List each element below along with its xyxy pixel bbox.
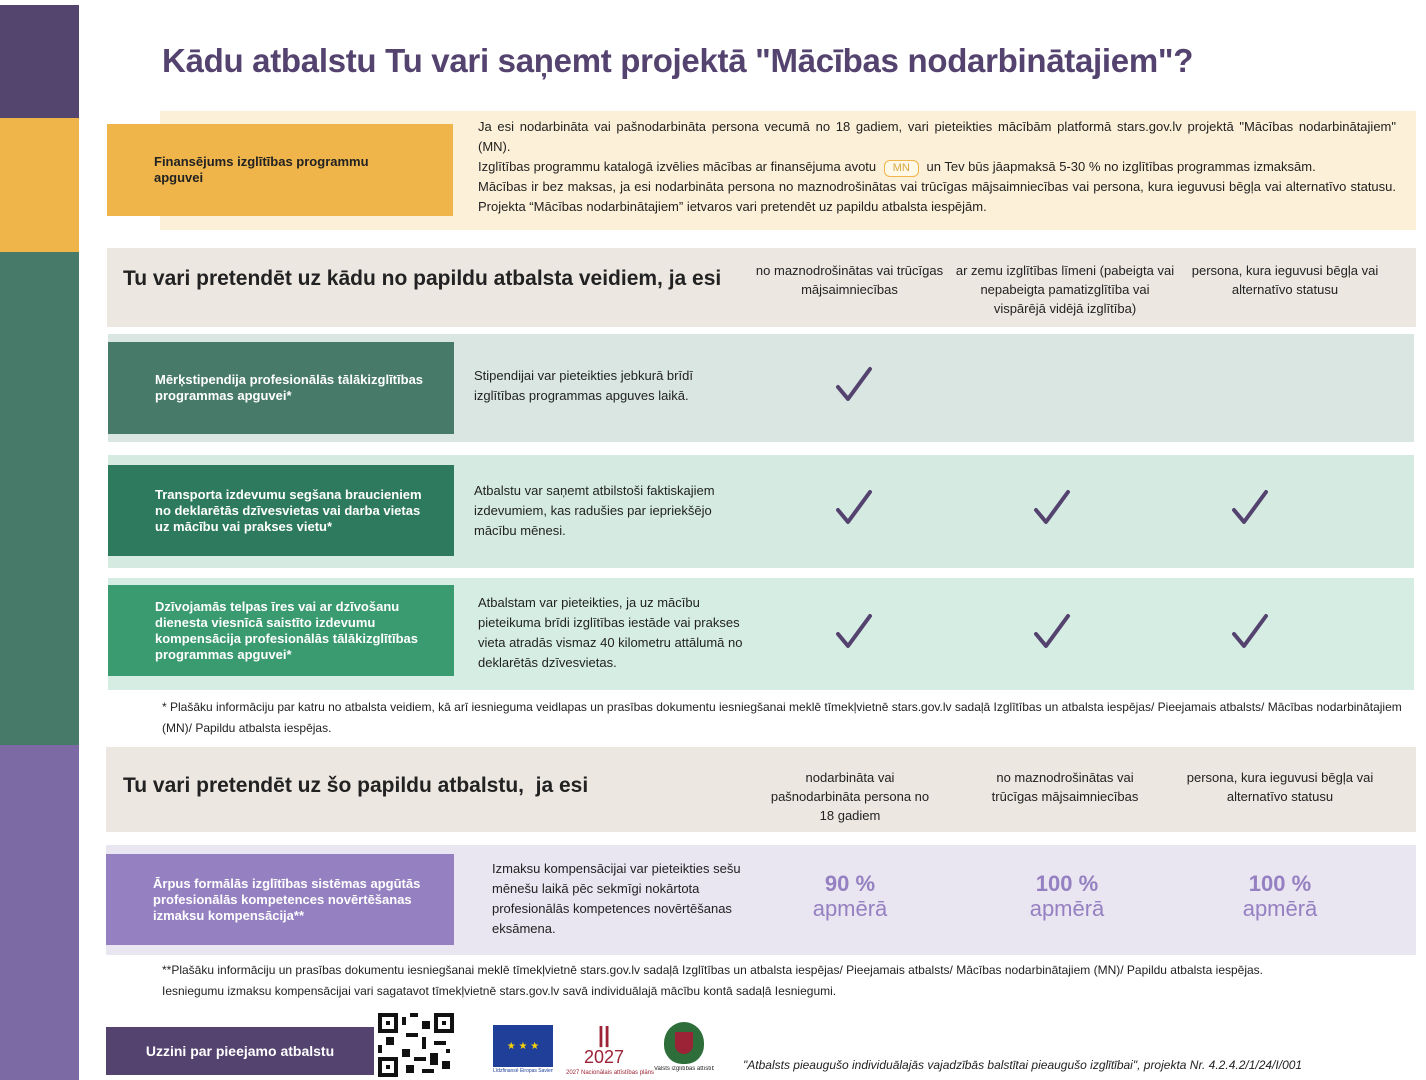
financing-label-text: Finansējums izglītības programmu apguvei: [154, 154, 369, 185]
page-title: Kādu atbalstu Tu vari saņemt projektā "M…: [162, 42, 1194, 79]
stripe-yellow: [0, 118, 79, 252]
section1-header: [107, 248, 1416, 327]
check-icon: [1232, 614, 1268, 648]
section1-heading: Tu vari pretendēt uz kādu no papildu atb…: [123, 267, 722, 290]
check-icon: [1034, 614, 1070, 648]
row4-label-text: Ārpus formālās izglītības sistēmas apgūt…: [153, 875, 421, 923]
value-1-unit: apmērā: [812, 896, 888, 921]
learn-more-label: Uzzini par pieejamo atbalstu: [145, 1043, 335, 1059]
row1-label-text: Mērķstipendija profesionālās tālākizglīt…: [155, 372, 424, 403]
stripe-green: [0, 252, 79, 745]
row2-label: Transporta izdevumu segšana braucieniem …: [108, 465, 454, 556]
eu-logo: ★ ★ ★: [493, 1025, 553, 1067]
check-icon: [1034, 490, 1070, 524]
section2-footnote1: **Plašāku informāciju un prasības dokume…: [162, 963, 1264, 977]
check-icon: [1232, 490, 1268, 524]
financing-text: Ja esi nodarbināta vai pašnodarbināta pe…: [478, 117, 1396, 217]
row1-desc: Stipendijai var pieteikties jebkurā brīd…: [474, 368, 693, 403]
section2-header: [106, 747, 1416, 832]
latvia-coat-of-arms-icon: [664, 1022, 704, 1064]
learn-more-button[interactable]: Uzzini par pieejamo atbalstu: [106, 1027, 374, 1075]
row2-label-text: Transporta izdevumu segšana braucieniem …: [155, 486, 422, 534]
value-3-pct: 100 %: [1248, 871, 1312, 896]
section1-col-2: ar zemu izglītības līmeni (pabeigta vai …: [955, 263, 1175, 316]
financing-line2: Izglītības programmu katalogā izvēlies m…: [478, 157, 1396, 177]
value-1: 90 % apmērā: [760, 871, 940, 921]
check-icon: [836, 490, 872, 524]
financing-line1: Ja esi nodarbināta vai pašnodarbināta pe…: [478, 119, 1396, 154]
check-icon: [836, 614, 872, 648]
row4-desc: Izmaksu kompensācijai var pieteikties se…: [492, 861, 741, 936]
row4-label: Ārpus formālās izglītības sistēmas apgūt…: [106, 854, 454, 945]
value-1-pct: 90 %: [824, 871, 876, 896]
nap-logo-text: 2027 Nacionālais attīstības plāns: [566, 1070, 655, 1076]
qr-code-icon[interactable]: [378, 1013, 454, 1077]
viaa-logo-text: Valsts izglītības attīstības aģentūra: [654, 1066, 714, 1072]
financing-label: Finansējums izglītības programmu apguvei: [107, 124, 453, 216]
section1-col-1: no maznodrošinātas vai trūcīgas mājsaimn…: [755, 263, 944, 297]
financing-line2a: Izglītības programmu katalogā izvēlies m…: [478, 159, 877, 174]
stripe-purple: [0, 5, 79, 118]
value-2-pct: 100 %: [1035, 871, 1099, 896]
financing-line2b: un Tev būs jāapmaksā 5-30 % no izglītība…: [926, 159, 1316, 174]
row1-label: Mērķstipendija profesionālās tālākizglīt…: [108, 342, 454, 434]
row3-label-text: Dzīvojamās telpas īres vai ar dzīvošanu …: [155, 598, 418, 662]
eu-logo-text: Līdzfinansē Eiropas Savienība: [493, 1068, 553, 1074]
nap-2027-logo: || 2027: [583, 1022, 625, 1067]
section2-col-2: no maznodrošinātas vai trūcīgas mājsaimn…: [991, 770, 1139, 804]
stripe-lilac: [0, 745, 79, 1080]
section1-footnote: * Plašāku informāciju par katru no atbal…: [162, 700, 1402, 735]
project-number: "Atbalsts pieaugušo individuālajās vajad…: [743, 1058, 1303, 1072]
value-3: 100 % apmērā: [1190, 871, 1370, 921]
row3-label: Dzīvojamās telpas īres vai ar dzīvošanu …: [108, 585, 454, 676]
financing-line3: Mācības ir bez maksas, ja esi nodarbināt…: [478, 179, 1396, 214]
value-3-unit: apmērā: [1242, 896, 1318, 921]
section2-footnote2: Iesniegumu izmaksu kompensācijai vari sa…: [162, 984, 837, 998]
section2-heading: Tu vari pretendēt uz šo papildu atbalstu…: [123, 774, 589, 797]
mn-badge: MN: [883, 160, 919, 177]
value-2-unit: apmērā: [1029, 896, 1105, 921]
section2-col-3: persona, kura ieguvusi bēgļa vai alterna…: [1186, 770, 1374, 804]
row3-desc: Atbalstam var pieteikties, ja uz mācību …: [478, 595, 743, 670]
value-2: 100 % apmērā: [977, 871, 1157, 921]
section1-col-3: persona, kura ieguvusi bēgļa vai alterna…: [1191, 263, 1379, 297]
check-icon: [836, 367, 872, 401]
row2-desc: Atbalstu var saņemt atbilstoši faktiskaj…: [474, 483, 715, 538]
section2-col-1: nodarbināta vai pašnodarbināta persona n…: [770, 770, 930, 823]
